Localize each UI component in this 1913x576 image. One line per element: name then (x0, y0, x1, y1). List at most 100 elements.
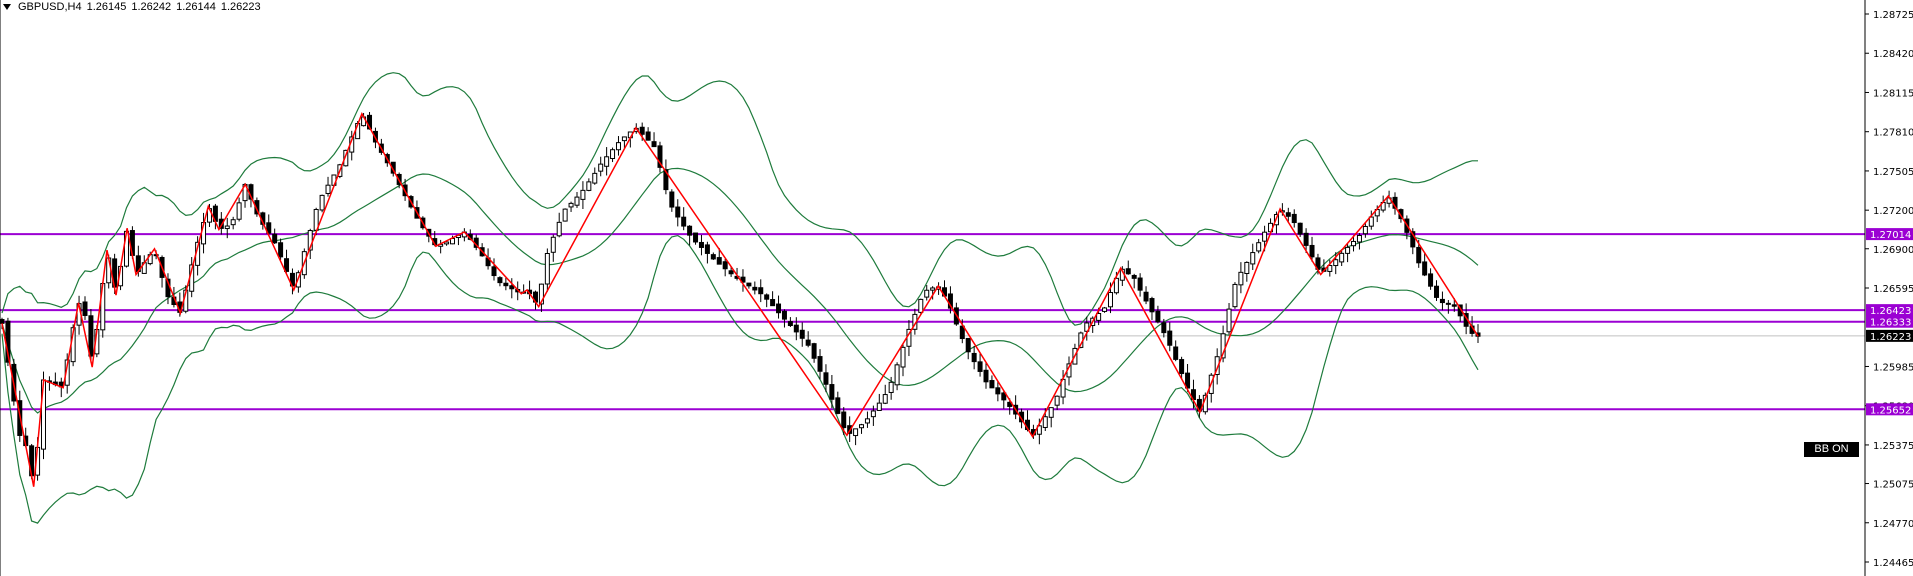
bear-candle-body (1179, 359, 1185, 375)
bull-candle-body (1262, 231, 1268, 242)
level-price-label: 1.25652 (1870, 405, 1911, 416)
bear-candle-body (811, 343, 817, 359)
bear-candle-body (995, 387, 1001, 395)
bear-candle-body (983, 369, 989, 383)
bear-candle-body (1149, 298, 1155, 313)
candle (1226, 303, 1232, 335)
axis-tick-label: 1.28420 (1873, 49, 1913, 60)
bear-candle-body (651, 141, 657, 148)
candle (1285, 207, 1291, 223)
candle (266, 214, 272, 235)
candle (615, 136, 621, 156)
candle (319, 194, 325, 213)
axis-tick-label: 1.27200 (1873, 206, 1913, 217)
bull-candle-body (1102, 307, 1108, 312)
candle (550, 234, 556, 262)
bull-candle-body (1256, 242, 1262, 252)
level-price-tag (1866, 304, 1913, 317)
axis-tick-label: 1.27505 (1873, 167, 1913, 178)
bear-candle-body (1125, 268, 1131, 275)
candle (556, 212, 562, 238)
zigzag-line (1, 111, 1479, 487)
bear-candle-body (805, 339, 811, 346)
bull-candle-body (859, 424, 865, 429)
candle (224, 217, 230, 239)
bear-candle-body (639, 126, 645, 135)
bull-candle-body (586, 181, 592, 191)
candle (900, 343, 906, 377)
bull-candle-body (319, 194, 325, 211)
bear-candle-body (1422, 261, 1428, 276)
bear-candle-body (716, 257, 722, 265)
candle (888, 376, 894, 400)
candle (1137, 273, 1143, 297)
candle (704, 241, 710, 264)
bull-candle-body (1345, 246, 1351, 254)
bull-candle-body (853, 428, 859, 437)
bear-candle-body (1297, 222, 1303, 235)
candle (1256, 238, 1262, 254)
bear-candle-body (266, 222, 272, 234)
candle (592, 167, 598, 185)
bull-candle-body (604, 156, 610, 167)
candle (604, 147, 610, 176)
bear-candle-body (1445, 302, 1451, 305)
bear-candle-body (823, 372, 829, 385)
bear-candle-body (722, 261, 728, 270)
axis-tick-label: 1.25375 (1873, 441, 1913, 452)
bear-candle-body (698, 241, 704, 248)
bear-candle-body (657, 145, 663, 168)
level-price-label: 1.27014 (1870, 230, 1911, 241)
bull-candle-body (568, 202, 574, 208)
candle (752, 281, 758, 295)
bull-candle-body (1220, 333, 1226, 359)
bull-candle-body (343, 149, 349, 167)
candle (781, 309, 787, 328)
bear-candle-body (817, 356, 823, 372)
candle (1238, 262, 1244, 294)
bull-candle-body (544, 253, 550, 285)
bear-candle-body (254, 200, 260, 215)
candle (965, 337, 971, 360)
bear-candle-body (284, 258, 290, 272)
bear-candle-body (687, 225, 693, 236)
bull-candle-body (621, 136, 627, 142)
bear-candle-body (977, 361, 983, 372)
bull-candle-body (864, 418, 870, 424)
bull-candle-body (1362, 225, 1368, 235)
bear-candle-body (746, 282, 752, 287)
bid-price-label: 1.26223 (1870, 332, 1911, 343)
bear-candle-body (645, 131, 651, 141)
bear-candle-body (681, 216, 687, 227)
candle (894, 362, 900, 391)
bear-candle-body (965, 337, 971, 353)
candle (218, 212, 224, 235)
candle (1143, 286, 1149, 305)
candle (645, 127, 651, 141)
candle (710, 252, 716, 261)
collapse-triangle-icon[interactable] (3, 4, 11, 10)
bb-toggle-button[interactable]: BB ON (1804, 442, 1859, 457)
candle (1131, 273, 1137, 289)
bull-candle-body (1232, 283, 1238, 308)
candle (746, 282, 752, 289)
bull-candle-body (930, 287, 936, 291)
bear-candle-body (491, 266, 497, 277)
candle (444, 241, 450, 246)
candle (284, 249, 290, 273)
candle (503, 277, 509, 291)
candle (88, 308, 94, 363)
bear-candle-body (663, 169, 669, 191)
level-price-label: 1.26423 (1870, 306, 1911, 317)
bull-candle-body (1107, 292, 1113, 308)
bear-candle-body (1451, 304, 1457, 307)
candle (491, 258, 497, 281)
bull-candle-body (1339, 252, 1345, 263)
bull-candle-body (550, 236, 556, 253)
bull-candle-body (924, 289, 930, 298)
candle (254, 197, 260, 217)
candle (669, 189, 675, 212)
bear-candle-body (793, 324, 799, 333)
